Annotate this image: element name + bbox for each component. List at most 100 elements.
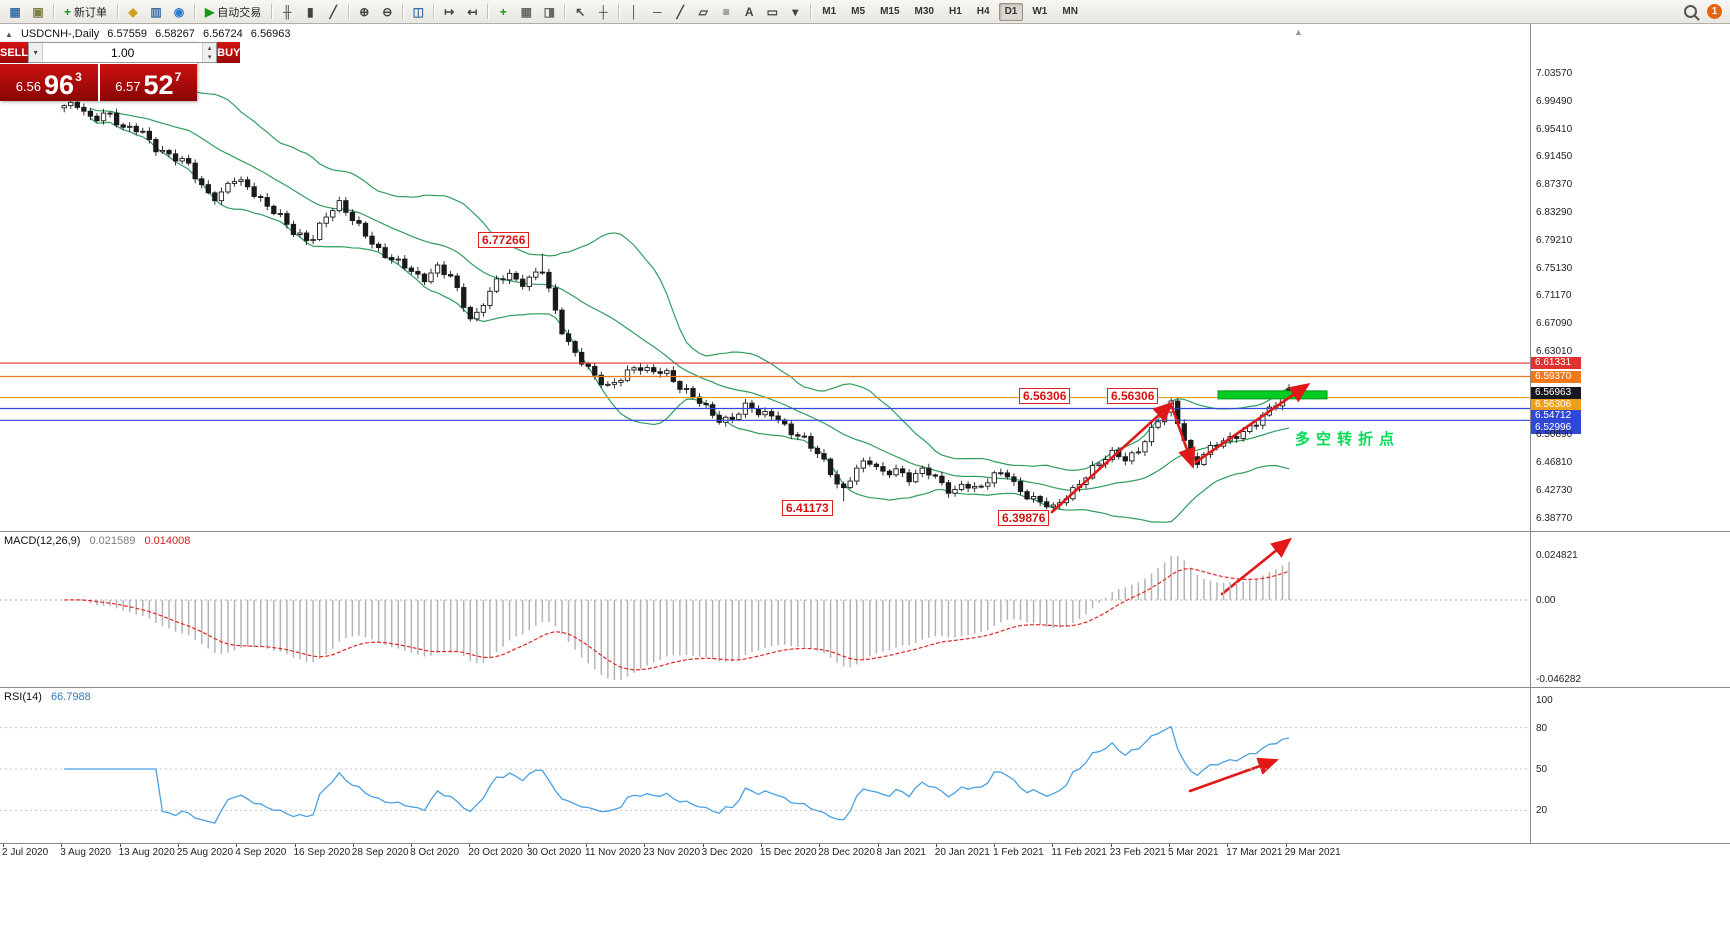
channel-icon[interactable]: ▱: [692, 2, 714, 22]
toolbar-left-groups: ▦ ▣ + 新订单 ◆ ▥ ◉ ▶ 自动交易 ╫ ▮ ╱ ⊕ ⊖ ◫ ↦ ↤ + ▦ ◨ ↖ ┼ │ ─ ╱ ▱ ≡ A ▭ ▾ M1 M5 M…: [4, 2, 1085, 22]
trend-arrow[interactable]: [1170, 405, 1196, 469]
macd-rsi-divider[interactable]: [0, 687, 1730, 688]
metaeditor-icon[interactable]: ◆: [122, 2, 144, 22]
date-axis-label: 23 Feb 2021: [1109, 847, 1166, 858]
volume-down-icon[interactable]: ▾: [207, 54, 212, 62]
price-annotation-box[interactable]: 6.39876: [998, 510, 1050, 526]
timeframe-m1-button[interactable]: M1: [822, 5, 837, 17]
macd-axis-min: -0.046282: [1536, 674, 1582, 685]
buy-button[interactable]: BUY: [217, 42, 241, 63]
date-axis-label: 5 Mar 2021: [1168, 847, 1219, 858]
date-axis-tick: [760, 843, 762, 847]
profiles-icon[interactable]: ▣: [27, 2, 49, 22]
horizontal-line-icon[interactable]: ─: [646, 2, 668, 22]
timeframe-m30-button[interactable]: M30: [914, 5, 934, 17]
trend-arrow[interactable]: [1194, 383, 1311, 464]
vertical-line-icon[interactable]: │: [623, 2, 645, 22]
buy-price-button[interactable]: 6.57 52 7: [99, 64, 197, 101]
bollinger-lower-band: [90, 117, 1290, 523]
timeframe-w1-button[interactable]: W1: [1032, 5, 1048, 17]
templates-button[interactable]: ◨: [538, 2, 560, 22]
price-tag-6.56306[interactable]: 6.56306: [1531, 398, 1581, 411]
chart-shift-icon[interactable]: ↤: [461, 2, 483, 22]
main-macd-divider[interactable]: [0, 531, 1730, 532]
data-window-icon-glyph: ▥: [150, 4, 162, 19]
strategy-tester-icon[interactable]: ◉: [168, 2, 190, 22]
price-axis-divider: [1530, 24, 1531, 843]
volume-field: ▾ ▴ ▾: [28, 42, 218, 63]
periods-button[interactable]: ▦: [515, 2, 537, 22]
crosshair-icon[interactable]: ┼: [592, 2, 614, 22]
trend-arrow[interactable]: [1220, 537, 1293, 596]
zoom-out-icon-glyph: ⊖: [382, 4, 393, 19]
turning-point-note[interactable]: 多空转折点: [1295, 431, 1401, 448]
cursor-icon[interactable]: ↖: [569, 2, 591, 22]
macd-signal-line: [64, 568, 1290, 671]
search-icon[interactable]: [1679, 2, 1701, 22]
panel-collapse-icon[interactable]: ▲: [5, 30, 13, 39]
trend-arrow[interactable]: [1188, 757, 1279, 793]
price-axis-label: 6.46810: [1536, 457, 1573, 469]
timeframe-h4-button[interactable]: H4: [976, 5, 990, 17]
timeframe-d1-button[interactable]: D1: [998, 2, 1024, 21]
strategy-tester-icon-glyph: ◉: [173, 4, 185, 19]
line-chart-icon[interactable]: ╱: [322, 2, 344, 22]
autoscroll-icon[interactable]: ↦: [438, 2, 460, 22]
ohlc-close: 6.56963: [250, 28, 291, 40]
date-axis-label: 29 Mar 2021: [1284, 847, 1341, 858]
toolbar-separator: [194, 4, 196, 19]
fibonacci-icon[interactable]: ≡: [715, 2, 737, 22]
volume-dropdown-icon[interactable]: ▾: [29, 43, 44, 62]
sell-price-button[interactable]: 6.56 96 3: [0, 64, 98, 101]
date-axis-tick: [702, 843, 704, 847]
chart-shift-marker[interactable]: ▲: [1294, 27, 1303, 37]
price-annotation-box[interactable]: 6.77266: [478, 232, 530, 248]
date-axis-label: 28 Dec 2020: [818, 847, 875, 858]
price-tag-6.59370[interactable]: 6.59370: [1531, 370, 1581, 383]
new-chart-icon[interactable]: ▦: [4, 2, 26, 22]
price-annotation-box[interactable]: 6.41173: [782, 500, 833, 516]
price-tag-6.54712[interactable]: 6.54712: [1531, 410, 1581, 423]
date-axis-label: 15 Dec 2020: [759, 847, 817, 858]
date-axis-label: 11 Feb 2021: [1051, 847, 1107, 858]
tile-windows-icon[interactable]: ◫: [407, 2, 429, 22]
ohlc-low: 6.56724: [202, 28, 243, 40]
candlestick-icon[interactable]: ▮: [299, 2, 321, 22]
green-resistance-zone[interactable]: [1217, 390, 1328, 400]
volume-up-icon[interactable]: ▴: [207, 44, 212, 52]
timeframe-h1-button[interactable]: H1: [948, 5, 962, 17]
timeframe-m5-button[interactable]: M5: [851, 5, 866, 17]
indicators-button[interactable]: +: [492, 2, 514, 22]
price-annotation-box[interactable]: 6.56306: [1107, 388, 1159, 404]
price-tag-6.61331[interactable]: 6.61331: [1531, 357, 1581, 370]
price-tag-6.52996[interactable]: 6.52996: [1531, 421, 1581, 434]
shapes-dropdown-icon[interactable]: ▾: [784, 2, 806, 22]
price-annotation-box[interactable]: 6.56306: [1019, 388, 1071, 404]
toolbar-separator: [402, 4, 404, 19]
label-icon[interactable]: ▭: [761, 2, 783, 22]
zoom-out-icon[interactable]: ⊖: [376, 2, 398, 22]
notification-badge[interactable]: 1: [1707, 4, 1722, 19]
bar-chart-icon[interactable]: ╫: [276, 2, 298, 22]
date-axis-tick: [1052, 843, 1054, 847]
data-window-icon[interactable]: ▥: [145, 2, 167, 22]
date-axis-tick: [877, 843, 879, 847]
sell-button[interactable]: SELL: [0, 42, 29, 63]
trend-arrow[interactable]: [1050, 401, 1174, 514]
rsi-name: RSI(14): [4, 691, 42, 703]
sell-price-point: 3: [75, 70, 82, 84]
autotrade-button[interactable]: ▶ 自动交易: [199, 2, 267, 22]
new-order-button[interactable]: + 新订单: [58, 2, 113, 22]
chart-ohlc-header: ▲ USDCNH-,Daily 6.57559 6.58267 6.56724 …: [5, 28, 296, 40]
timeframe-m15-button[interactable]: M15: [880, 5, 900, 17]
volume-input[interactable]: [43, 43, 203, 62]
trendline-icon-glyph: ╱: [676, 4, 684, 19]
trendline-icon[interactable]: ╱: [669, 2, 691, 22]
price-tag-6.56963[interactable]: 6.56963: [1531, 387, 1581, 400]
timeframe-mn-button[interactable]: MN: [1062, 5, 1078, 17]
text-icon[interactable]: A: [738, 2, 760, 22]
date-axis-tick: [411, 843, 413, 847]
zoom-in-icon[interactable]: ⊕: [353, 2, 375, 22]
